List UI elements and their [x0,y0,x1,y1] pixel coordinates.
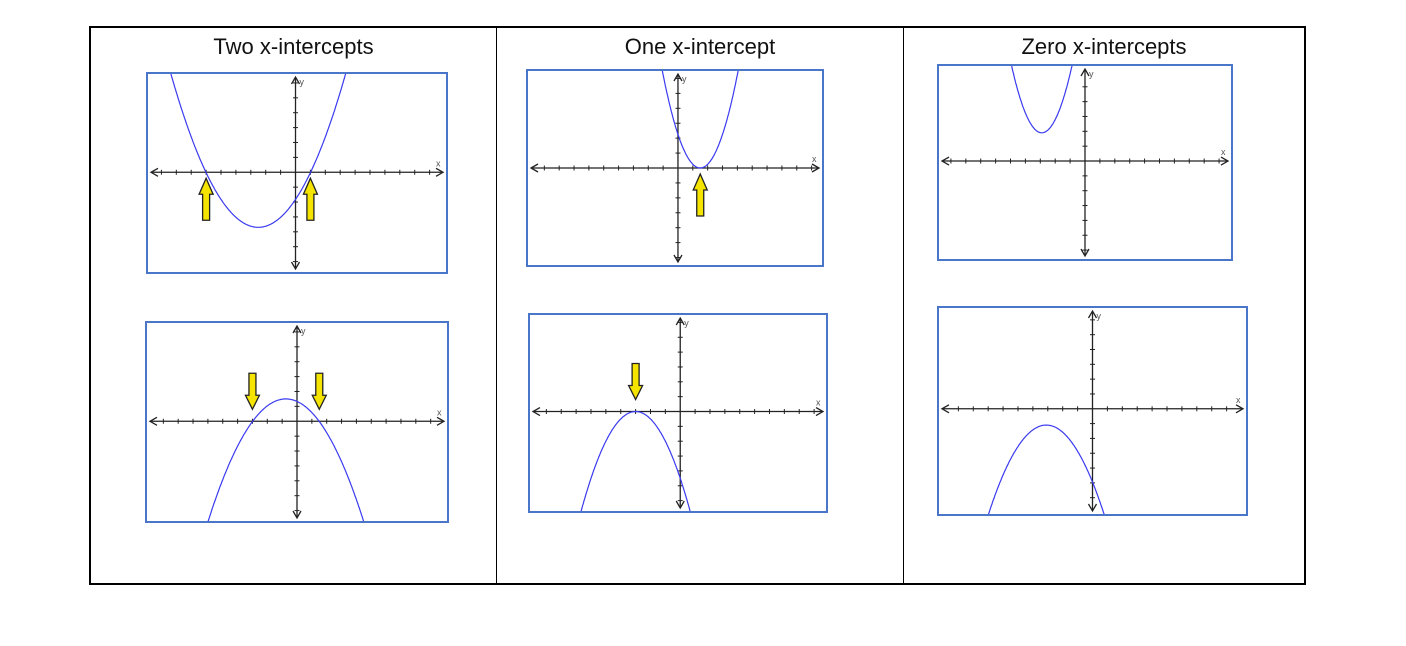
graph-svg: xy [148,324,446,521]
axis-arrowhead [811,163,821,173]
graph-svg: xy [531,316,825,511]
y-axis-label: y [1097,311,1102,321]
axis-arrowhead [673,72,683,82]
graph-svg: xy [940,309,1245,514]
axis-arrowhead [675,500,685,510]
column-header: Two x-intercepts [213,34,374,59]
column-zero-intercepts: Zero x-intercepts [904,28,1304,583]
y-axis-label: y [684,318,689,328]
axis-arrowhead [290,261,301,271]
parabola-curve [207,398,365,521]
column-header: Zero x-intercepts [1021,34,1187,59]
parabola-curve [580,410,691,511]
y-axis-label: y [300,77,305,87]
x-axis-label: x [812,154,817,164]
axis-arrowhead [1220,156,1230,166]
axis-arrowhead [436,416,446,426]
x-axis-label: x [1236,395,1241,405]
parabola-curve [987,424,1105,514]
axis-arrowhead [292,510,302,520]
x-axis-label: x [1221,147,1226,157]
axis-arrowhead [940,156,950,166]
axis-arrowhead [292,324,302,334]
axis-arrowhead [1235,404,1245,414]
axis-arrowhead [290,75,301,85]
axis-arrowhead [673,254,683,264]
y-axis-label: y [301,326,306,336]
axis-arrowhead [531,406,541,417]
column-two-intercepts: Two x-intercepts [91,28,497,583]
axis-arrowhead [149,167,159,177]
column-one-intercept: One x-intercept [497,28,904,583]
graph-svg: xy [940,66,1230,258]
intercept-arrow-icon [198,176,215,221]
axis-arrowhead [529,163,539,173]
axis-arrowhead [148,416,158,426]
axis-arrowhead [815,406,825,417]
axis-arrowhead [1080,248,1090,258]
y-axis-label: y [1089,69,1094,79]
x-axis-label: x [436,158,441,168]
x-axis-label: x [816,398,821,408]
axis-arrowhead [1080,67,1090,77]
graph-svg: xy [149,74,445,271]
parabola-curve [661,71,739,169]
intercept-arrow-icon [311,372,328,411]
axis-arrowhead [1087,309,1098,319]
axis-arrowhead [435,167,445,177]
axis-arrowhead [675,316,685,326]
intercept-arrow-icon [627,362,644,401]
axis-arrowhead [1087,503,1098,513]
y-axis-label: y [682,74,687,84]
intercept-arrow-icon [302,176,319,221]
graph-svg: xy [529,71,821,264]
axis-arrowhead [940,404,950,414]
intercept-arrow-icon [244,372,261,411]
column-header: One x-intercept [624,34,776,59]
parabola-curve [170,74,347,228]
intercepts-table: Two x-intercepts One x-intercept Zero x-… [89,26,1306,585]
intercept-arrow-icon [692,172,709,217]
x-axis-label: x [437,407,442,417]
